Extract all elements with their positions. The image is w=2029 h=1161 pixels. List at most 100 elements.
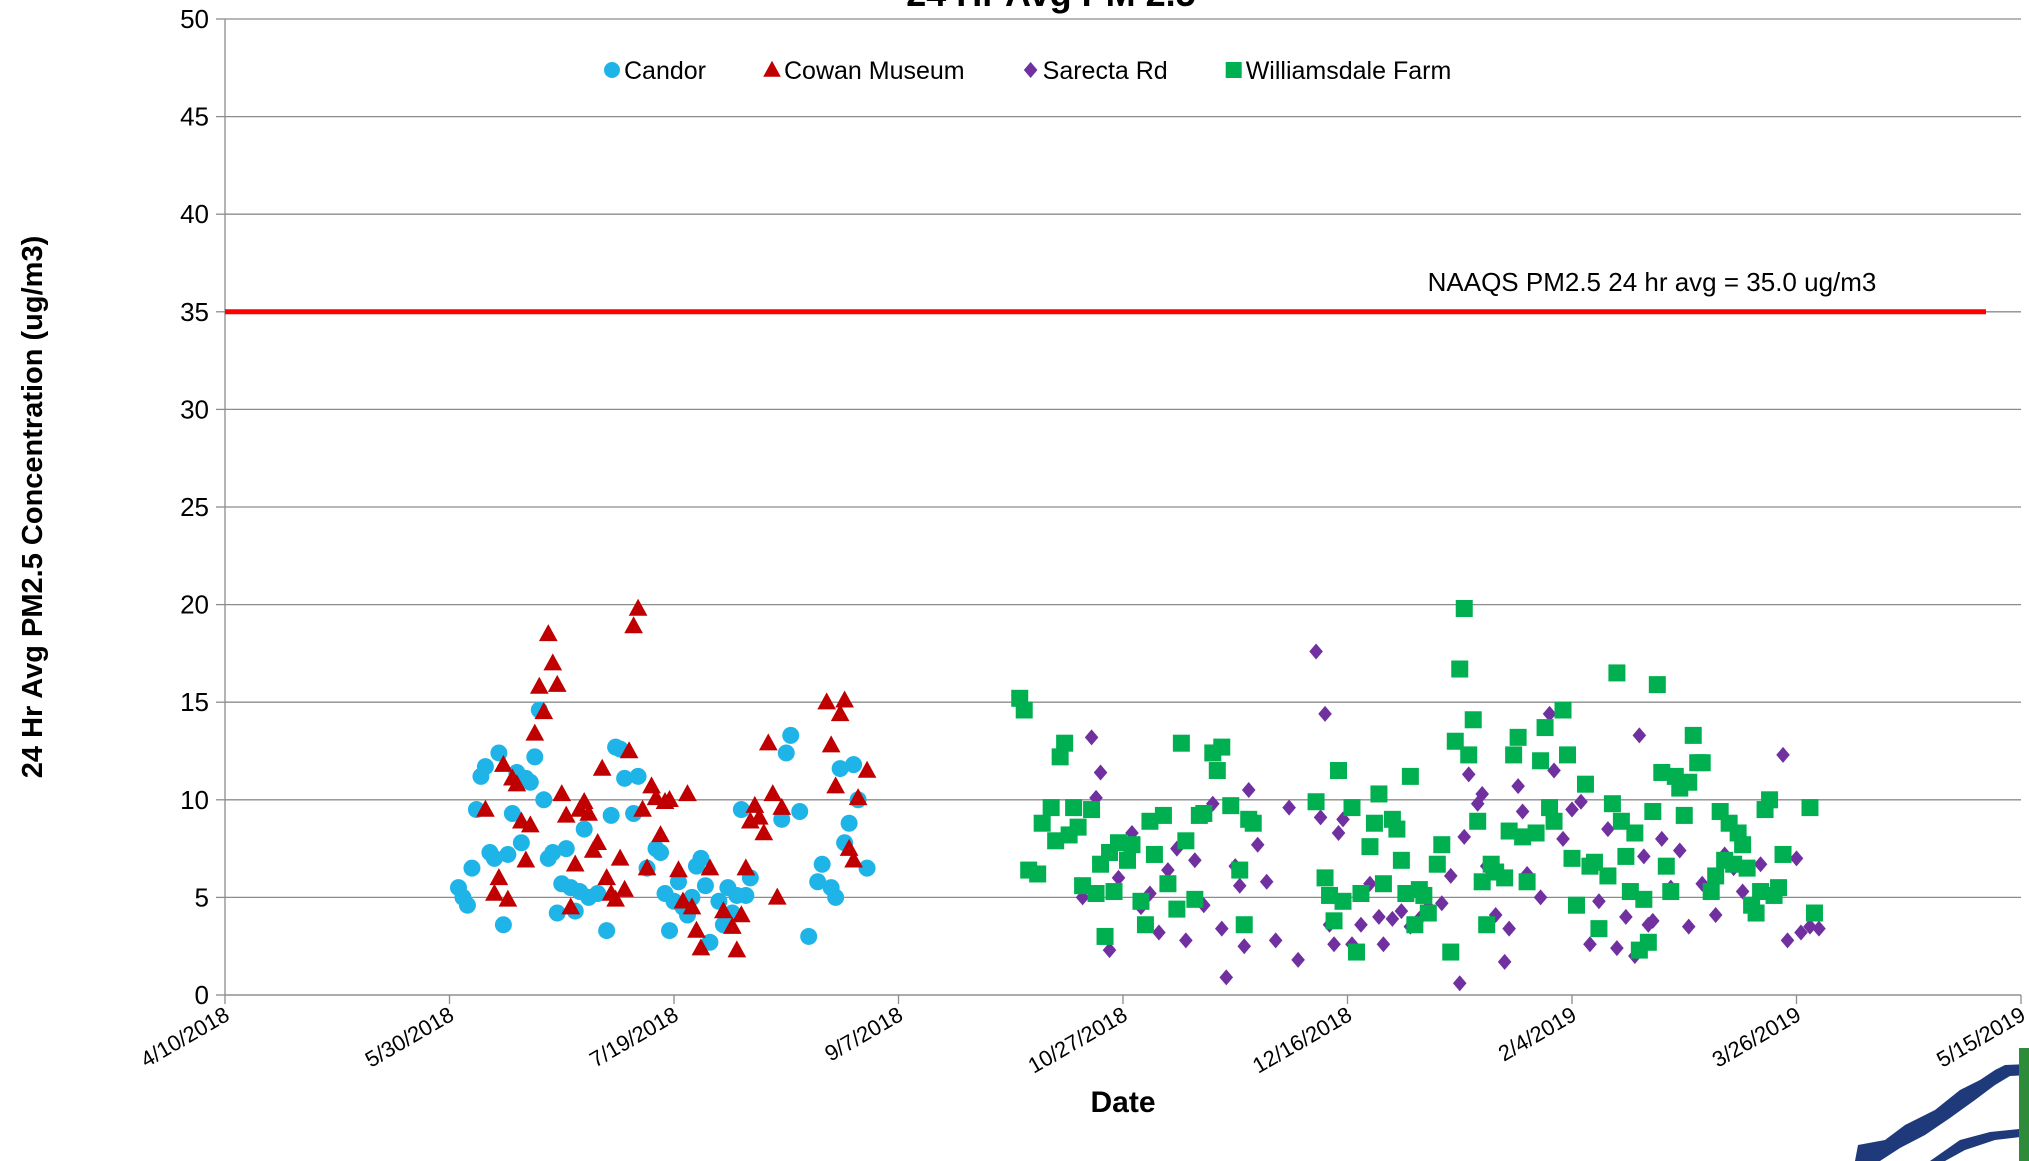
marker xyxy=(1401,767,1419,785)
marker xyxy=(758,733,778,751)
x-tick-label: 5/30/2018 xyxy=(361,1002,458,1073)
marker xyxy=(1056,734,1074,752)
x-tick-label: 5/15/2019 xyxy=(1932,1002,2029,1073)
marker xyxy=(1500,822,1518,840)
marker xyxy=(463,859,481,877)
marker xyxy=(565,854,585,872)
marker xyxy=(1675,806,1693,824)
marker xyxy=(557,840,575,858)
marker xyxy=(835,690,854,708)
marker xyxy=(1102,942,1117,959)
x-tick-label: 9/7/2018 xyxy=(820,1002,907,1066)
marker xyxy=(1637,848,1651,865)
marker xyxy=(1083,801,1101,819)
marker xyxy=(1803,918,1817,935)
y-tick-label: 10 xyxy=(180,785,209,815)
marker xyxy=(499,845,517,863)
marker xyxy=(1599,867,1617,885)
marker xyxy=(1145,845,1163,863)
marker xyxy=(1195,804,1213,822)
marker xyxy=(1051,748,1069,766)
legend-label: Candor xyxy=(624,57,706,85)
marker xyxy=(1179,932,1193,949)
marker xyxy=(629,767,647,785)
marker xyxy=(840,814,858,832)
marker xyxy=(857,760,877,778)
marker xyxy=(520,815,540,833)
marker xyxy=(1110,834,1128,852)
marker xyxy=(1316,869,1334,887)
marker xyxy=(556,805,576,823)
marker xyxy=(1152,924,1166,941)
y-axis-label: 24 Hr Avg PM2.5 Concentration (ug/m3) xyxy=(17,236,49,779)
marker xyxy=(1612,812,1630,830)
marker xyxy=(1159,875,1177,893)
marker xyxy=(1567,896,1585,914)
marker xyxy=(1250,836,1265,853)
marker xyxy=(1093,764,1108,781)
y-tick-label: 5 xyxy=(195,882,209,912)
marker xyxy=(1511,778,1525,795)
x-tick-label: 4/10/2018 xyxy=(136,1002,233,1073)
marker xyxy=(1428,855,1446,873)
marker xyxy=(737,886,755,904)
marker xyxy=(1761,791,1779,809)
marker xyxy=(1154,806,1172,824)
marker xyxy=(592,758,612,776)
marker xyxy=(682,897,702,915)
marker xyxy=(1451,660,1469,678)
marker xyxy=(1542,705,1557,722)
marker xyxy=(1015,701,1033,719)
marker xyxy=(1237,938,1252,955)
marker xyxy=(1473,873,1491,891)
x-axis-label: Date xyxy=(1090,1086,1155,1119)
marker xyxy=(1186,890,1204,908)
marker xyxy=(538,624,558,642)
marker xyxy=(1222,797,1240,815)
marker xyxy=(678,784,697,802)
marker xyxy=(615,879,634,897)
marker xyxy=(1619,908,1633,925)
marker xyxy=(610,848,630,866)
marker xyxy=(1574,793,1588,810)
marker xyxy=(1635,890,1653,908)
marker xyxy=(1434,895,1449,912)
y-tick-label: 40 xyxy=(180,199,209,229)
marker xyxy=(1532,752,1550,770)
marker xyxy=(637,858,657,876)
marker xyxy=(1219,969,1234,986)
marker xyxy=(1365,814,1383,832)
marker xyxy=(1214,920,1229,937)
marker xyxy=(525,723,545,741)
marker xyxy=(691,938,711,956)
marker xyxy=(1047,832,1065,850)
logo xyxy=(1855,1048,2029,1161)
marker xyxy=(1244,814,1262,832)
marker xyxy=(1812,920,1826,937)
marker xyxy=(1084,729,1099,746)
marker xyxy=(827,888,845,906)
marker xyxy=(1042,799,1060,817)
legend-label: Cowan Museum xyxy=(784,57,965,85)
marker xyxy=(1657,857,1675,875)
marker xyxy=(1497,953,1512,970)
marker xyxy=(1794,924,1808,941)
marker xyxy=(791,803,809,821)
marker xyxy=(1331,824,1346,841)
marker xyxy=(1361,838,1379,856)
marker xyxy=(619,741,639,759)
marker xyxy=(1376,936,1391,953)
marker xyxy=(1074,877,1092,895)
marker xyxy=(1515,803,1530,820)
marker xyxy=(1621,883,1639,901)
marker xyxy=(1518,873,1536,891)
marker xyxy=(476,799,495,817)
marker xyxy=(589,884,607,902)
marker xyxy=(575,820,593,838)
marker xyxy=(1327,936,1341,953)
marker xyxy=(1141,812,1159,830)
marker xyxy=(1738,859,1756,877)
marker xyxy=(521,773,539,791)
marker xyxy=(1770,879,1788,897)
series xyxy=(449,701,876,951)
